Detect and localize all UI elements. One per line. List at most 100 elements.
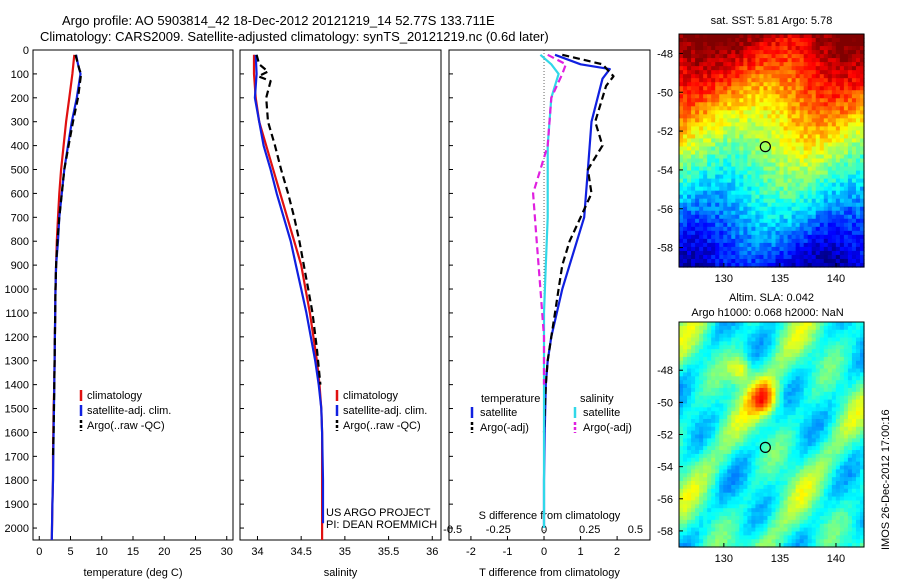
heatmap-cell bbox=[823, 395, 829, 401]
heatmap-cell bbox=[719, 134, 724, 140]
heatmap-cell bbox=[791, 90, 797, 95]
heatmap-cell bbox=[763, 384, 769, 389]
heatmap-cell bbox=[803, 42, 809, 47]
heatmap-cell bbox=[795, 74, 801, 79]
heatmap-cell bbox=[699, 106, 704, 111]
heatmap-cell bbox=[731, 337, 736, 342]
heatmap-cell bbox=[723, 258, 728, 264]
heatmap-cell bbox=[855, 473, 861, 478]
heatmap-cell bbox=[783, 122, 789, 127]
heatmap-cell bbox=[771, 488, 777, 494]
heatmap-cell bbox=[795, 90, 801, 95]
heatmap-cell bbox=[831, 130, 837, 136]
heatmap-cell bbox=[679, 142, 684, 148]
heatmap-cell bbox=[715, 158, 720, 164]
heatmap-cell bbox=[771, 418, 777, 424]
heatmap-cell bbox=[771, 415, 777, 420]
heatmap-cell bbox=[751, 202, 757, 208]
heatmap-cell bbox=[767, 70, 773, 75]
heatmap-cell bbox=[847, 78, 853, 83]
heatmap-cell bbox=[695, 353, 700, 358]
heatmap-cell bbox=[851, 325, 857, 331]
heatmap-cell bbox=[727, 438, 732, 443]
heatmap-cell bbox=[695, 70, 700, 75]
heatmap-cell bbox=[683, 372, 688, 377]
heatmap-cell bbox=[751, 206, 757, 212]
pi-annotation: PI: DEAN ROEMMICH bbox=[326, 519, 437, 531]
heatmap-cell bbox=[847, 333, 853, 339]
heatmap-cell bbox=[811, 430, 817, 436]
heatmap-cell bbox=[831, 166, 837, 172]
heatmap-cell bbox=[815, 154, 821, 160]
heatmap-cell bbox=[759, 82, 765, 87]
heatmap-cell bbox=[735, 442, 740, 447]
heatmap-cell bbox=[819, 333, 825, 339]
heatmap-cell bbox=[747, 182, 752, 188]
heatmap-cell bbox=[807, 461, 813, 467]
heatmap-cell bbox=[715, 130, 720, 136]
heatmap-cell bbox=[699, 341, 704, 346]
heatmap-cell bbox=[755, 170, 761, 176]
heatmap-cell bbox=[803, 46, 809, 51]
heatmap-cell bbox=[855, 368, 861, 374]
heatmap-cell bbox=[699, 154, 704, 160]
heatmap-cell bbox=[735, 142, 740, 148]
heatmap-cell bbox=[755, 130, 761, 136]
heatmap-cell bbox=[687, 496, 692, 502]
heatmap-cell bbox=[791, 395, 797, 401]
heatmap-cell bbox=[843, 198, 849, 204]
heatmap-cell bbox=[699, 450, 704, 455]
heatmap-cell bbox=[703, 118, 708, 123]
heatmap-cell bbox=[755, 399, 761, 405]
heatmap-cell bbox=[819, 477, 825, 482]
heatmap-cell bbox=[711, 322, 716, 327]
heatmap-cell bbox=[783, 170, 789, 176]
heatmap-cell bbox=[775, 162, 781, 168]
heatmap-cell bbox=[859, 102, 865, 107]
heatmap-cell bbox=[847, 90, 853, 95]
heatmap-cell bbox=[727, 214, 732, 220]
heatmap-cell bbox=[779, 154, 785, 160]
heatmap-cell bbox=[699, 384, 704, 389]
heatmap-cell bbox=[787, 453, 793, 459]
heatmap-cell bbox=[691, 360, 696, 366]
heatmap-cell bbox=[679, 345, 684, 350]
heatmap-cell bbox=[727, 190, 732, 196]
heatmap-cell bbox=[795, 194, 801, 200]
heatmap-cell bbox=[775, 194, 781, 200]
heatmap-cell bbox=[771, 218, 777, 224]
heatmap-cell bbox=[803, 380, 809, 385]
heatmap-cell bbox=[759, 238, 765, 244]
heatmap-cell bbox=[767, 325, 773, 331]
heatmap-cell bbox=[755, 360, 761, 366]
heatmap-cell bbox=[759, 492, 765, 498]
heatmap-cell bbox=[783, 38, 789, 43]
heatmap-cell bbox=[779, 484, 785, 490]
heatmap-cell bbox=[831, 453, 837, 459]
heatmap-cell bbox=[787, 150, 793, 156]
heatmap-cell bbox=[851, 380, 857, 385]
heatmap-cell bbox=[715, 82, 720, 87]
heatmap-cell bbox=[835, 329, 841, 335]
heatmap-cell bbox=[795, 430, 801, 436]
heatmap-cell bbox=[775, 254, 781, 260]
y-tick-label: -50 bbox=[657, 87, 673, 99]
heatmap-cell bbox=[783, 86, 789, 91]
heatmap-cell bbox=[703, 415, 708, 420]
heatmap-cell bbox=[719, 94, 724, 99]
heatmap-cell bbox=[683, 170, 688, 176]
heatmap-cell bbox=[763, 349, 769, 354]
heatmap-cell bbox=[799, 34, 805, 39]
heatmap-cell bbox=[811, 238, 817, 244]
x2-tick-label: 0.5 bbox=[628, 524, 643, 536]
heatmap-cell bbox=[727, 325, 732, 331]
heatmap-cell bbox=[783, 333, 789, 339]
heatmap-cell bbox=[703, 488, 708, 494]
heatmap-cell bbox=[851, 395, 857, 401]
heatmap-cell bbox=[751, 170, 757, 176]
heatmap-cell bbox=[847, 58, 853, 63]
heatmap-cell bbox=[827, 198, 833, 204]
heatmap-cell bbox=[791, 110, 797, 115]
heatmap-cell bbox=[687, 50, 692, 55]
heatmap-cell bbox=[739, 174, 744, 180]
